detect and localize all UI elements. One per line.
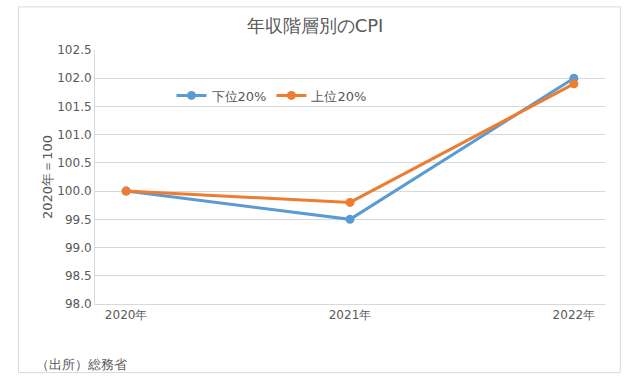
svg-text:2021年: 2021年 (329, 308, 372, 322)
svg-text:2022年: 2022年 (553, 308, 596, 322)
svg-text:上位20%: 上位20% (311, 89, 366, 104)
svg-text:2020年: 2020年 (105, 308, 148, 322)
svg-text:101.0: 101.0 (57, 128, 91, 142)
svg-text:（出所）総務省: （出所）総務省 (36, 357, 127, 372)
svg-text:年収階層別のCPI: 年収階層別のCPI (247, 15, 384, 36)
svg-text:102.0: 102.0 (57, 71, 91, 85)
svg-text:100.5: 100.5 (57, 156, 91, 170)
svg-text:98.0: 98.0 (65, 297, 92, 311)
svg-text:100.0: 100.0 (57, 184, 91, 198)
svg-text:99.5: 99.5 (65, 213, 92, 227)
svg-text:99.0: 99.0 (65, 241, 92, 255)
svg-text:下位20%: 下位20% (212, 89, 267, 104)
svg-text:102.5: 102.5 (57, 43, 91, 57)
svg-text:2020年＝100: 2020年＝100 (40, 135, 55, 219)
svg-text:98.5: 98.5 (65, 269, 92, 283)
svg-text:101.5: 101.5 (57, 100, 91, 114)
